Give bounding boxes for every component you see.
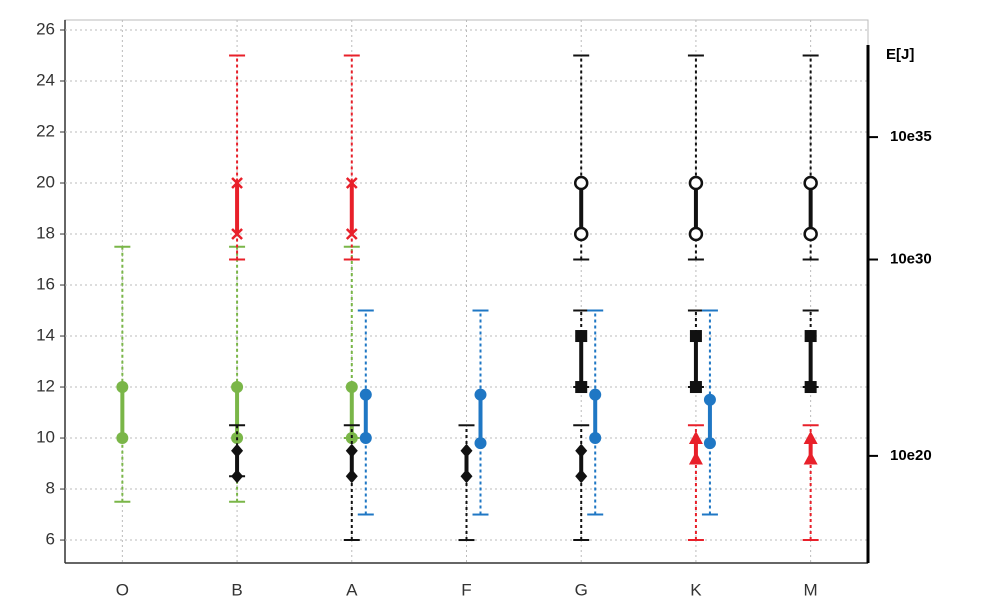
x-tick-label: B [231,580,242,599]
marker [345,177,358,189]
x-tick-label: M [804,580,818,599]
marker [345,381,358,394]
marker [575,381,588,394]
marker [703,393,716,406]
x-tick-label: G [575,580,588,599]
marker [460,469,473,484]
marker [116,381,129,394]
x-tick-label: K [690,580,702,599]
marker [703,437,716,450]
marker [575,330,588,343]
marker [688,175,704,191]
y-tick-label: 20 [36,172,55,191]
marker [688,451,703,465]
marker [345,228,358,240]
x-tick-label: F [461,580,471,599]
marker [688,226,704,242]
marker [231,228,243,240]
marker [573,175,589,191]
marker [231,469,244,484]
y2-tick-label: 10e20 [890,447,932,464]
marker [116,432,129,445]
y-tick-label: 12 [36,377,55,396]
y-tick-label: 18 [36,224,55,243]
marker [803,431,818,445]
marker [589,388,602,401]
y-tick-label: 26 [36,19,55,38]
marker [345,469,358,484]
y2-axis-label: E[J] [886,46,914,63]
marker [460,443,473,458]
y-tick-label: 22 [36,121,55,140]
marker [589,432,602,445]
y-tick-label: 24 [36,70,55,89]
marker [231,381,244,394]
x-tick-label: O [116,580,129,599]
marker [689,330,702,343]
y2-tick-label: 10e30 [890,250,932,267]
y-tick-label: 8 [46,479,55,498]
marker [359,388,372,401]
marker [231,443,244,458]
marker [231,177,243,189]
marker [804,330,817,343]
marker [803,175,818,191]
marker [804,381,817,394]
marker [803,451,818,465]
marker [573,226,589,242]
marker [474,388,487,401]
y-tick-label: 10 [36,428,55,447]
marker [359,432,372,445]
marker [345,443,358,458]
marker [474,437,487,450]
y2-tick-label: 10e35 [890,128,932,145]
y-tick-label: 6 [46,530,55,549]
x-tick-label: A [346,580,358,599]
y-tick-label: 16 [36,275,55,294]
marker [803,226,818,242]
marker [689,381,702,394]
marker [688,431,703,445]
y-tick-label: 14 [36,326,55,345]
marker [575,443,588,458]
marker [575,469,588,484]
